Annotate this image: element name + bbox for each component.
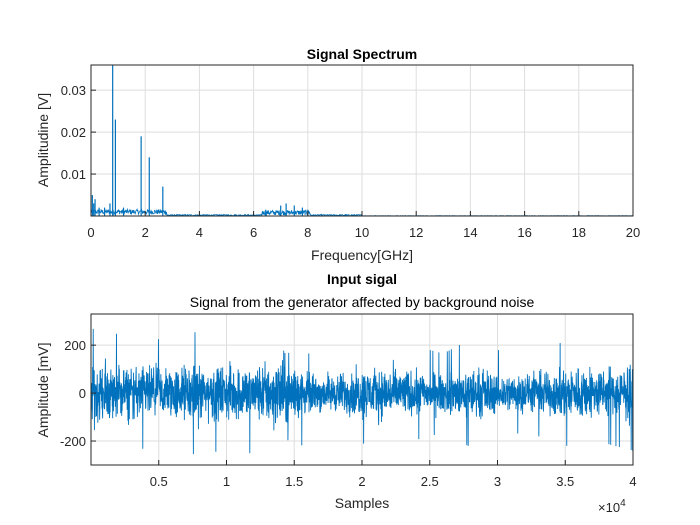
spectrum-x-label: Frequency[GHz] (311, 247, 413, 263)
input-signal-x-tick-label: 0.5 (150, 474, 168, 489)
input-signal-subtitle: Signal from the generator affected by ba… (190, 294, 535, 310)
spectrum-x-tick-label: 12 (409, 225, 423, 240)
input-signal-x-multiplier: ×104 (598, 498, 626, 515)
spectrum-x-tick-label: 10 (355, 225, 369, 240)
spectrum-chart: 0 2 4 6 8 10 12 14 16 18 20 0.01 0.02 0.03 Signal Sp… (35, 46, 640, 263)
input-signal-x-tick-label: 3 (494, 474, 501, 489)
spectrum-x-tick-label: 2 (142, 225, 149, 240)
input-signal-x-tick-label: 2.5 (421, 474, 439, 489)
input-signal-x-tick-label: 3.5 (556, 474, 574, 489)
input-signal-x-label: Samples (335, 495, 389, 511)
spectrum-y-label: Amplitudine [V] (35, 93, 51, 187)
spectrum-x-tick-label: 16 (517, 225, 531, 240)
input-signal-line (90, 328, 634, 455)
spectrum-y-tick-label: 0.02 (61, 125, 86, 140)
input-signal-y-tick-label: -200 (60, 434, 86, 449)
spectrum-x-ticks: 0 2 4 6 8 10 12 14 16 18 20 (87, 211, 640, 240)
input-signal-chart: 0.5 1 1.5 2 2.5 3 3.5 4 -200 0 200 Input sigal Si… (35, 271, 637, 515)
input-signal-y-tick-label: 0 (79, 386, 86, 401)
input-signal-x-tick-label: 2 (358, 474, 365, 489)
spectrum-y-ticks: 0.01 0.02 0.03 (61, 83, 96, 182)
spectrum-x-tick-label: 6 (250, 225, 257, 240)
spectrum-x-tick-label: 4 (196, 225, 203, 240)
input-signal-title: Input sigal (327, 271, 397, 287)
spectrum-x-tick-label: 20 (626, 225, 640, 240)
input-signal-y-ticks: -200 0 200 (60, 338, 96, 449)
input-signal-y-tick-label: 200 (64, 338, 86, 353)
spectrum-x-tick-label: 14 (463, 225, 477, 240)
input-signal-plot-area (90, 328, 634, 455)
input-signal-y-label: Amplitude [mV] (35, 343, 51, 438)
spectrum-title: Signal Spectrum (307, 46, 417, 62)
input-signal-x-ticks: 0.5 1 1.5 2 2.5 3 3.5 4 (150, 460, 637, 489)
spectrum-grid (90, 65, 634, 216)
spectrum-x-tick-label: 18 (572, 225, 586, 240)
spectrum-y-tick-label: 0.01 (61, 167, 86, 182)
spectrum-x-tick-label: 8 (304, 225, 311, 240)
spectrum-y-tick-label: 0.03 (61, 83, 86, 98)
input-signal-x-tick-label: 1 (223, 474, 230, 489)
input-signal-x-tick-label: 1.5 (285, 474, 303, 489)
spectrum-x-tick-label: 0 (87, 225, 94, 240)
input-signal-x-tick-label: 4 (629, 474, 636, 489)
